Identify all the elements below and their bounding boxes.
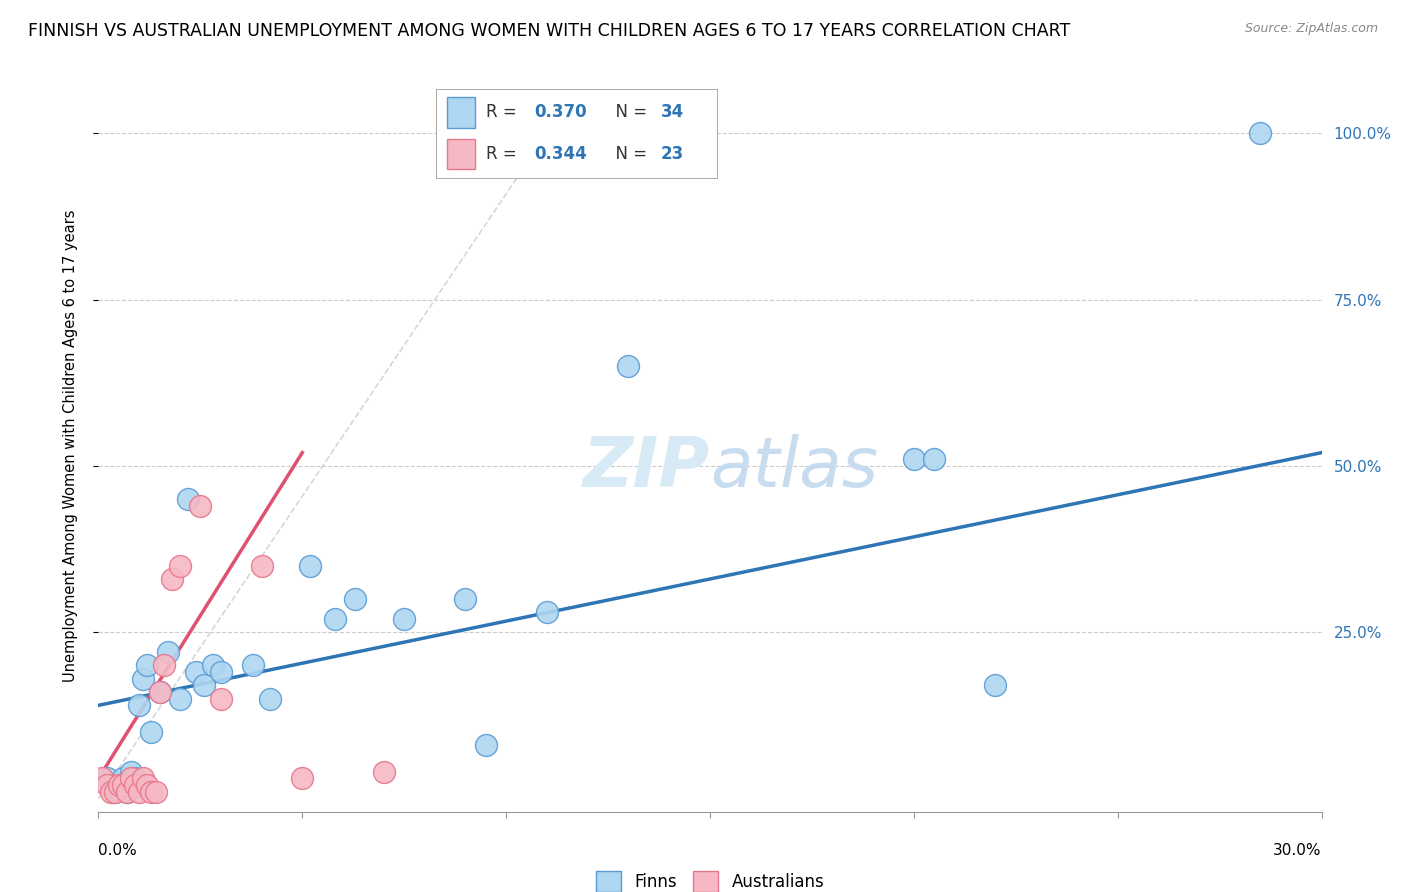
Text: atlas: atlas [710, 434, 877, 501]
Point [128, 785, 150, 799]
Text: Source: ZipAtlas.com: Source: ZipAtlas.com [1244, 22, 1378, 36]
Point [108, 778, 131, 792]
Point [209, 665, 232, 679]
Point [132, 772, 155, 786]
Point [169, 558, 191, 573]
Text: 30.0%: 30.0% [1274, 843, 1322, 858]
Point [373, 764, 395, 779]
Text: 0.0%: 0.0% [98, 843, 138, 858]
Text: R =: R = [486, 145, 523, 163]
Point [156, 645, 179, 659]
Point [111, 772, 134, 786]
Text: ZIP: ZIP [582, 434, 710, 501]
Point [96, 772, 118, 786]
Point [186, 665, 208, 679]
Point [536, 605, 558, 619]
Point [454, 591, 477, 606]
Point [188, 499, 212, 513]
Point [392, 612, 416, 626]
Point [104, 785, 127, 799]
Point [242, 658, 264, 673]
Point [903, 452, 925, 467]
Point [91, 772, 114, 786]
Text: 0.344: 0.344 [534, 145, 588, 163]
Text: N =: N = [605, 145, 652, 163]
Point [193, 678, 215, 692]
Point [250, 558, 273, 573]
Point [141, 785, 163, 799]
Point [108, 778, 131, 792]
Point [259, 691, 281, 706]
Point [291, 772, 314, 786]
Point [120, 764, 142, 779]
Text: 34: 34 [661, 103, 685, 121]
Point [617, 359, 640, 374]
Legend: Finns, Australians: Finns, Australians [589, 865, 831, 892]
Point [209, 691, 232, 706]
Point [474, 738, 498, 752]
Point [145, 785, 167, 799]
Point [984, 678, 1007, 692]
Point [104, 785, 127, 799]
Point [323, 612, 346, 626]
Text: 23: 23 [661, 145, 685, 163]
Point [141, 725, 163, 739]
Text: N =: N = [605, 103, 652, 121]
FancyBboxPatch shape [447, 139, 475, 169]
Point [299, 558, 322, 573]
Text: R =: R = [486, 103, 523, 121]
Point [160, 572, 183, 586]
Point [922, 452, 945, 467]
Point [124, 778, 146, 792]
Y-axis label: Unemployment Among Women with Children Ages 6 to 17 years: Unemployment Among Women with Children A… [63, 210, 77, 682]
Point [132, 672, 155, 686]
Point [120, 772, 142, 786]
Point [177, 492, 200, 507]
Point [1249, 127, 1271, 141]
Point [96, 778, 118, 792]
Point [201, 658, 224, 673]
Point [136, 778, 159, 792]
Point [100, 778, 122, 792]
Point [100, 785, 122, 799]
Point [152, 658, 174, 673]
Text: FINNISH VS AUSTRALIAN UNEMPLOYMENT AMONG WOMEN WITH CHILDREN AGES 6 TO 17 YEARS : FINNISH VS AUSTRALIAN UNEMPLOYMENT AMONG… [28, 22, 1070, 40]
Point [149, 685, 172, 699]
Point [344, 591, 367, 606]
Point [136, 658, 159, 673]
Point [111, 778, 134, 792]
Point [115, 785, 138, 799]
FancyBboxPatch shape [447, 97, 475, 128]
Point [149, 685, 172, 699]
Text: 0.370: 0.370 [534, 103, 586, 121]
Point [128, 698, 150, 713]
Point [124, 772, 146, 786]
Point [169, 691, 191, 706]
Point [115, 785, 138, 799]
